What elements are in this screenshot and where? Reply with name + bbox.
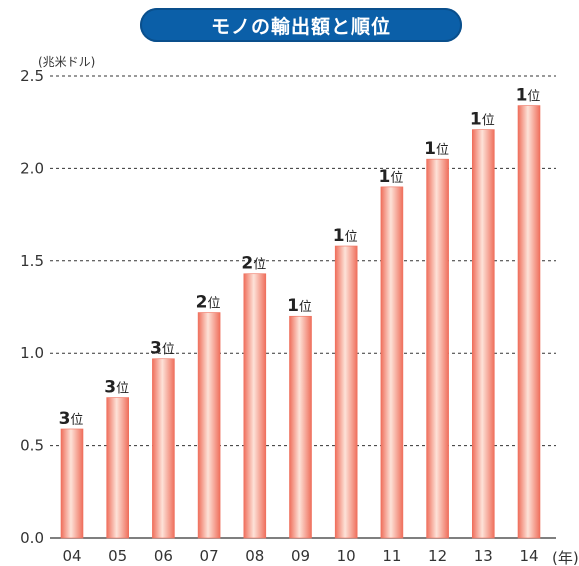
x-tick-label: 14 (519, 547, 538, 565)
bar (152, 358, 175, 539)
bars (60, 105, 541, 539)
chart-title: モノの輸出額と順位 (210, 15, 391, 38)
rank-label: 3位 (104, 378, 129, 398)
x-axis-ticks: 04 05 06 07 08 09 10 11 12 13 14 (62, 547, 538, 565)
rank-label: 3位 (150, 339, 175, 359)
y-tick-label: 0.5 (20, 437, 44, 455)
x-tick-label: 13 (474, 547, 493, 565)
rank-label: 1位 (378, 167, 403, 187)
bar (106, 397, 129, 539)
x-axis-unit-label: (年) (552, 549, 579, 566)
rank-label: 2位 (196, 293, 221, 313)
y-tick-label: 2.5 (20, 67, 44, 85)
x-tick-label: 05 (108, 547, 127, 565)
y-tick-label: 2.0 (20, 159, 44, 177)
y-tick-label: 1.0 (20, 344, 44, 362)
bar (289, 315, 312, 539)
y-axis-ticks: 0.0 0.5 1.0 1.5 2.0 2.5 (20, 67, 44, 547)
x-tick-label: 04 (62, 547, 81, 565)
rank-labels: 3位 3位 3位 2位 2位 1位 1位 1位 1位 1位 1位 (59, 86, 541, 429)
rank-label: 1位 (333, 226, 358, 246)
x-tick-label: 06 (154, 547, 173, 565)
rank-label: 1位 (516, 86, 541, 106)
rank-label: 1位 (424, 139, 449, 159)
rank-label: 2位 (241, 254, 266, 274)
bar (426, 158, 449, 539)
y-tick-label: 1.5 (20, 252, 44, 270)
bar (197, 312, 221, 539)
rank-label: 3位 (59, 409, 84, 429)
x-tick-label: 09 (291, 547, 310, 565)
bar (380, 186, 404, 539)
bar (517, 105, 541, 539)
x-tick-label: 11 (382, 547, 401, 565)
x-tick-label: 10 (337, 547, 356, 565)
x-tick-label: 07 (200, 547, 219, 565)
x-tick-label: 12 (428, 547, 447, 565)
x-tick-label: 08 (245, 547, 264, 565)
bar (334, 245, 358, 539)
rank-label: 1位 (287, 296, 312, 316)
bar (60, 428, 84, 539)
y-axis-unit-label: (兆米ドル) (38, 55, 95, 69)
bar (471, 129, 495, 539)
chart-title-banner: モノの輸出額と順位 (140, 8, 462, 42)
rank-label: 1位 (470, 110, 495, 130)
bar (243, 273, 267, 539)
y-tick-label: 0.0 (20, 529, 44, 547)
